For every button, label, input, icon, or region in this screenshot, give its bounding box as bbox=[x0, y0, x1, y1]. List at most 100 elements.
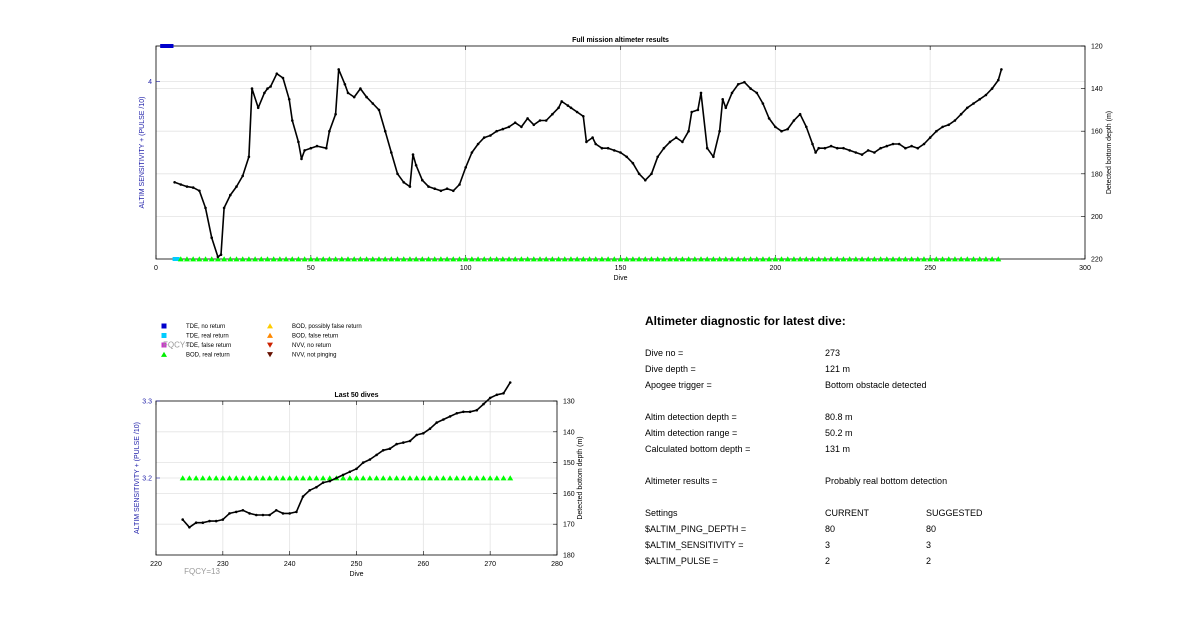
chart-0-marker-bod-real bbox=[283, 256, 290, 262]
chart-0-marker-square bbox=[169, 44, 174, 48]
chart-0-data-point bbox=[560, 100, 563, 103]
chart-1-marker-bod-real bbox=[433, 475, 440, 481]
chart-1-data-point bbox=[442, 418, 445, 421]
chart-0-marker-bod-real bbox=[821, 256, 828, 262]
chart-0-data-point bbox=[690, 110, 693, 114]
chart-0-marker-bod-real bbox=[468, 256, 475, 262]
chart-1-marker-bod-real bbox=[386, 475, 393, 481]
chart-0-data-point bbox=[501, 127, 505, 131]
chart-0-marker-bod-real bbox=[462, 256, 469, 262]
chart-0-marker-bod-real bbox=[518, 256, 525, 262]
chart-0-data-point bbox=[328, 129, 331, 133]
chart-0-x-tick-label: 200 bbox=[769, 265, 781, 272]
legend-item-label: TDE, false return bbox=[186, 343, 231, 349]
chart-0-marker-bod-real bbox=[388, 256, 395, 262]
altim-depth-row: Altim detection depth = 80.8 m bbox=[645, 412, 1165, 426]
chart-0-marker-bod-real bbox=[400, 256, 407, 262]
chart-1-marker-bod-real bbox=[380, 475, 387, 481]
chart-1-x-tick-label: 220 bbox=[150, 561, 162, 568]
apogee-value: Bottom obstacle detected bbox=[825, 380, 927, 390]
chart-0-marker-bod-real bbox=[815, 256, 822, 262]
chart-0-data-point bbox=[263, 91, 266, 95]
chart-0-data-point bbox=[173, 181, 176, 184]
chart-1-marker-bod-real bbox=[326, 475, 333, 481]
chart-0-data-point bbox=[817, 146, 820, 150]
chart-0-data-point bbox=[705, 146, 709, 150]
setting-name: $ALTIM_PING_DEPTH = bbox=[645, 524, 747, 534]
chart-1-data-point bbox=[341, 473, 345, 477]
legend-item-label: TDE, no return bbox=[186, 324, 225, 330]
chart-1-data-point bbox=[508, 381, 512, 384]
chart-1-data-point bbox=[321, 481, 325, 484]
chart-1-right-axis-label: Detected bottom depth (m) bbox=[577, 436, 584, 519]
chart-1-right-tick-label: 180 bbox=[563, 553, 575, 560]
chart-1-marker-bod-real bbox=[427, 475, 434, 481]
chart-0-data-point bbox=[513, 121, 517, 124]
chart-0-marker-bod-real bbox=[536, 256, 543, 262]
chart-1-data-point bbox=[301, 495, 305, 498]
chart-1-data-point bbox=[462, 410, 465, 414]
chart-0-data-point bbox=[947, 123, 950, 127]
chart-1-marker-bod-real bbox=[440, 475, 447, 481]
chart-0-marker-bod-real bbox=[419, 256, 426, 262]
chart-0-data-point bbox=[755, 91, 759, 95]
chart-1-marker-bod-real bbox=[493, 475, 500, 481]
chart-0-data-point bbox=[730, 91, 734, 95]
chart-0-marker-bod-real bbox=[629, 256, 636, 262]
chart-0-marker-square bbox=[166, 44, 171, 48]
chart-0-marker-bod-real bbox=[970, 256, 977, 262]
chart-0-marker-bod-real bbox=[995, 256, 1002, 262]
chart-0-marker-bod-real bbox=[605, 256, 612, 262]
chart-0-data-point bbox=[575, 110, 579, 114]
chart-0-marker-bod-real bbox=[586, 256, 593, 262]
chart-0-marker-bod-real bbox=[481, 256, 488, 262]
legend-fqcy-overlay: FQCY= bbox=[163, 341, 190, 350]
chart-0-data-point bbox=[637, 172, 641, 176]
dive-depth-value: 121 m bbox=[825, 364, 851, 374]
chart-1-marker-bod-real bbox=[293, 475, 300, 481]
chart-0-marker-bod-real bbox=[951, 256, 958, 262]
chart-1-data-point bbox=[455, 412, 459, 415]
chart-0-data-point bbox=[300, 157, 303, 161]
chart-1-data-point bbox=[388, 447, 392, 451]
chart-1-marker-bod-real bbox=[313, 475, 320, 481]
calc-depth-value: 131 m bbox=[825, 444, 851, 454]
chart-0-data-point bbox=[476, 142, 480, 146]
chart-0-data-point bbox=[452, 189, 455, 193]
chart-0-x-tick-label: 0 bbox=[154, 265, 158, 272]
chart-0-data-point bbox=[241, 174, 244, 178]
chart-1-marker-bod-real bbox=[226, 475, 233, 481]
legend-item-label: BOD, false return bbox=[292, 334, 338, 340]
chart-0-data-point bbox=[860, 153, 864, 156]
chart-0-marker-bod-real bbox=[673, 256, 680, 262]
chart-1-marker-bod-real bbox=[473, 475, 480, 481]
chart-1-data-point bbox=[315, 485, 318, 489]
chart-1-marker-bod-real bbox=[346, 475, 353, 481]
chart-1-marker-bod-real bbox=[480, 475, 487, 481]
chart-1-right-tick-label: 130 bbox=[563, 399, 575, 406]
chart-0-left-tick-label: 4 bbox=[148, 79, 152, 86]
suggested-header: SUGGESTED bbox=[926, 508, 983, 518]
chart-0-marker-bod-real bbox=[859, 256, 866, 262]
chart-0-data-point bbox=[941, 125, 944, 129]
chart-0-marker-bod-real bbox=[431, 256, 438, 262]
chart-0-data-point bbox=[235, 185, 238, 188]
chart-0-marker-bod-real bbox=[202, 256, 209, 262]
chart-0-marker-bod-real bbox=[902, 256, 909, 262]
chart-0-data-point bbox=[402, 181, 406, 184]
apogee-row: Apogee trigger = Bottom obstacle detecte… bbox=[645, 380, 1165, 394]
chart-0-data-point bbox=[210, 236, 213, 239]
chart-1-x-tick-label: 280 bbox=[551, 561, 563, 568]
chart-1-data-point bbox=[448, 415, 452, 418]
chart-0-marker-bod-real bbox=[382, 256, 389, 262]
chart-0-data-point bbox=[718, 129, 721, 133]
chart-0-marker-bod-real bbox=[369, 256, 376, 262]
chart-0-data-point bbox=[229, 193, 232, 197]
chart-0-marker-bod-real bbox=[759, 256, 766, 262]
chart-0-marker-bod-real bbox=[475, 256, 482, 262]
chart-1-marker-bod-real bbox=[239, 475, 246, 481]
chart-0-data-point bbox=[269, 85, 272, 88]
chart-0-data-point bbox=[656, 155, 659, 159]
chart-0-marker-bod-real bbox=[264, 256, 271, 262]
chart-0-data-point bbox=[390, 151, 393, 154]
